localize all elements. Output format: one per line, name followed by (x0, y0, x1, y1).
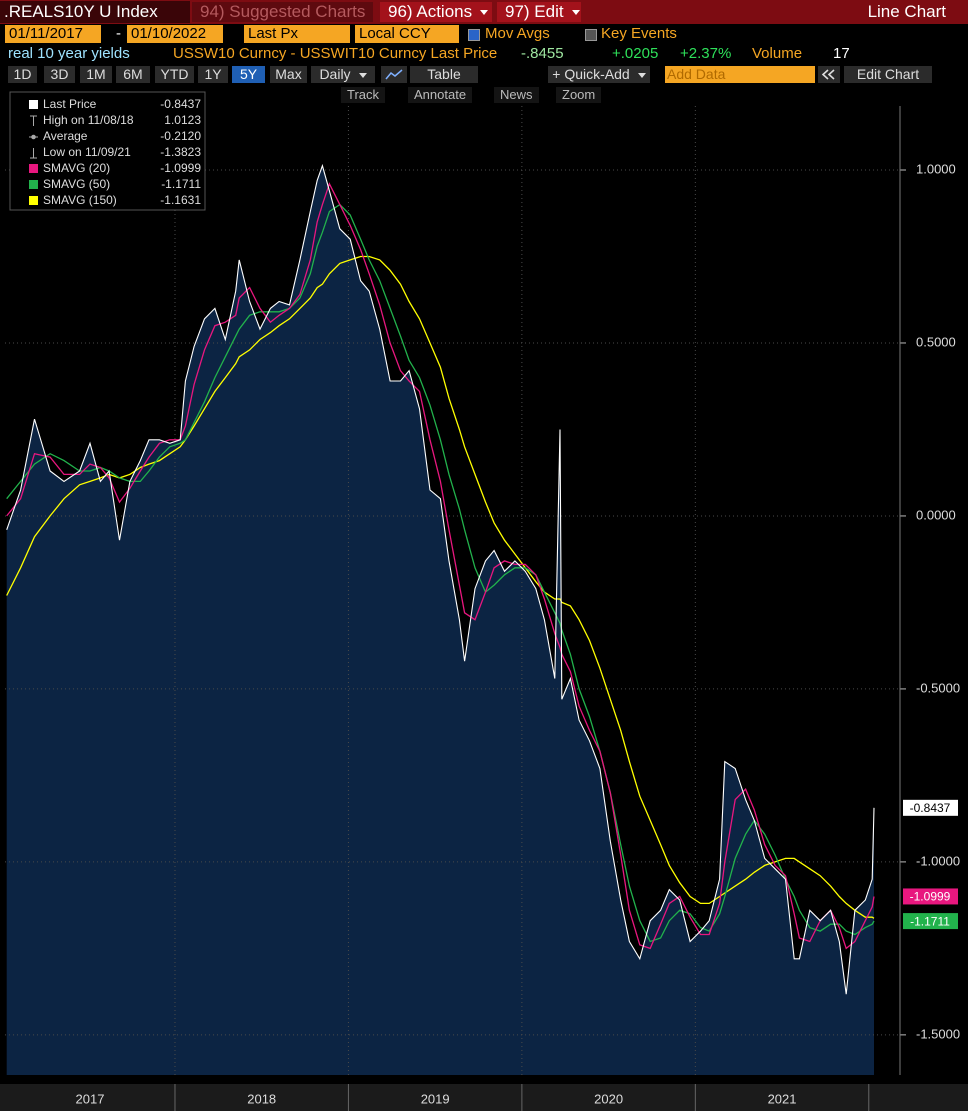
legend-value: -1.1711 (161, 177, 201, 191)
checkbox[interactable] (468, 29, 480, 41)
dropdown-arrow (571, 10, 580, 16)
y-tick-label: 1.0000 (916, 161, 956, 176)
legend-swatch (29, 164, 38, 173)
change: +.0205 (612, 45, 659, 62)
period-button[interactable]: 1Y (198, 66, 228, 83)
period-button[interactable]: 3D (44, 66, 75, 83)
currency-select[interactable]: Local CCY (355, 25, 459, 43)
menu-label: 97) Edit (505, 2, 564, 21)
legend-label: Average (43, 129, 88, 143)
end-date[interactable]: 01/10/2022 (127, 25, 223, 43)
description: USSW10 Curncy - USSWIT10 Curncy Last Pri… (173, 45, 498, 62)
chart-name: real 10 year yields (8, 45, 130, 62)
field-select[interactable]: Last Px (244, 25, 350, 43)
menu-label: 96) Actions (388, 2, 473, 21)
legend-label: Last Price (43, 97, 97, 111)
legend-value: -1.1631 (160, 193, 201, 207)
y-tick-label: -0.5000 (916, 680, 960, 695)
legend-icon (29, 134, 38, 140)
legend-label: SMAVG (150) (43, 193, 117, 207)
frequency-select[interactable]: Daily (311, 66, 375, 83)
y-tick-label: -1.5000 (916, 1026, 960, 1041)
legend-value: 1.0123 (164, 113, 201, 127)
line-icon (385, 69, 403, 80)
legend-label: High on 11/08/18 (43, 113, 134, 127)
period-button[interactable]: 1M (80, 66, 112, 83)
tool-button[interactable]: Track (341, 87, 386, 103)
period-button[interactable]: 6M (116, 66, 150, 83)
legend-swatch (29, 100, 38, 109)
period-button[interactable]: 5Y (232, 66, 265, 83)
collapse-button[interactable] (818, 66, 840, 83)
mov-avgs-label: Mov Avgs (485, 25, 550, 42)
x-tick-label: 2019 (421, 1091, 450, 1106)
edit-chart-button[interactable]: Edit Chart (844, 66, 932, 83)
frequency: Daily (319, 66, 351, 82)
x-tick-label: 2021 (768, 1091, 797, 1106)
area (6, 165, 874, 1075)
checkbox[interactable] (585, 29, 597, 41)
x-tick-label: 2018 (247, 1091, 276, 1106)
icon-dot (31, 134, 36, 140)
security[interactable]: .REALS10Y U Index (0, 1, 190, 23)
series-line (6, 203, 875, 943)
dropdown-arrow (480, 10, 489, 16)
menu-item[interactable]: 97) Edit (497, 2, 581, 22)
line-icon-button[interactable] (381, 66, 407, 83)
table-button[interactable]: Table (410, 66, 478, 83)
legend-value: -0.8437 (160, 97, 201, 111)
legend-value: -0.2120 (160, 129, 201, 143)
tool-button[interactable]: Zoom (556, 87, 602, 103)
legend: Last Price -0.8437 High on 11/08/18 1.0123 A… (9, 91, 206, 211)
series-line (6, 182, 875, 950)
legend-box (9, 91, 206, 211)
period-button[interactable]: 1D (8, 66, 37, 83)
legend-value: -1.0999 (160, 161, 201, 175)
last-value-label: -1.1711 (910, 914, 950, 928)
x-axis-band (0, 1084, 968, 1111)
legend-label: SMAVG (50) (43, 177, 110, 191)
menu-item[interactable]: 96) Actions (380, 2, 492, 22)
y-tick-label: 0.5000 (916, 334, 956, 349)
tool-button[interactable]: Annotate (408, 87, 473, 103)
last-value: -.8455 (521, 45, 564, 62)
menu-item[interactable]: 94) Suggested Charts (192, 2, 374, 22)
tool-button[interactable]: News (494, 87, 539, 103)
pct-change: +2.37% (680, 45, 732, 62)
quick-add: + Quick-Add (552, 66, 630, 82)
date-separator: - (116, 25, 121, 42)
quick-add-button[interactable]: + Quick-Add (548, 66, 650, 83)
x-tick-label: 2017 (76, 1091, 105, 1106)
series-line (6, 255, 875, 919)
period-button[interactable]: Max (270, 66, 307, 83)
legend-value: -1.3823 (160, 145, 201, 159)
y-tick-label: 0.0000 (916, 507, 956, 522)
y-tick-label: -1.0000 (916, 853, 960, 868)
legend-label: Low on 11/09/21 (43, 145, 131, 159)
legend-icon (30, 148, 37, 159)
volume-label: Volume (752, 45, 803, 62)
last-value-box (903, 913, 958, 930)
dropdown-arrow (637, 72, 646, 78)
legend-label: SMAVG (20) (43, 161, 110, 175)
legend-icon (30, 115, 37, 126)
series-line (6, 163, 875, 995)
key-events-label: Key Events (601, 25, 677, 42)
legend-swatch (29, 180, 38, 189)
view-name: Line Chart (867, 2, 946, 21)
last-value-label: -0.8437 (910, 801, 951, 815)
add-data-input[interactable]: Add Data (665, 66, 815, 83)
x-tick-label: 2020 (594, 1091, 623, 1106)
last-value-label: -1.0999 (910, 890, 951, 904)
chevrons (821, 69, 835, 80)
last-value-box (903, 888, 958, 905)
dropdown-arrow (358, 72, 367, 78)
period-button[interactable]: YTD (155, 66, 194, 83)
start-date[interactable]: 01/11/2017 (5, 25, 101, 43)
legend-swatch (29, 196, 38, 205)
volume: 17 (833, 45, 850, 62)
last-value-box (903, 799, 958, 816)
